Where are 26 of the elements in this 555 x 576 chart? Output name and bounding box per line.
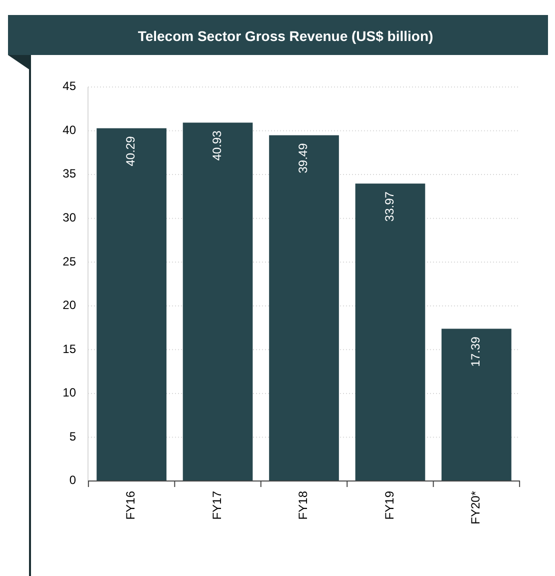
y-tick-label: 5 [69, 429, 76, 444]
bar [182, 122, 253, 481]
bar [442, 328, 512, 481]
chart-title: Telecom Sector Gross Revenue (US$ billion) [138, 28, 434, 44]
data-label: 40.93 [210, 130, 224, 161]
y-tick-label: 0 [69, 473, 76, 488]
y-tick-label: 45 [62, 79, 76, 94]
x-tick-label: FY18 [296, 490, 310, 520]
x-tick-label: FY19 [382, 490, 396, 520]
data-label: 40.29 [124, 136, 138, 166]
y-tick-label: 30 [62, 210, 76, 225]
y-tick-label: 10 [62, 386, 76, 400]
x-tick-label: FY20* [468, 490, 483, 524]
data-label: 33.97 [382, 191, 396, 222]
bar [269, 135, 339, 481]
y-tick-label: 15 [62, 342, 76, 356]
y-tick-label: 25 [62, 254, 76, 268]
bar [355, 184, 426, 481]
x-tick-label: FY17 [210, 490, 224, 520]
data-label: 17.39 [468, 336, 483, 367]
y-tick-label: 40 [62, 122, 76, 137]
data-label: 39.49 [296, 142, 310, 174]
bar [96, 128, 166, 481]
y-tick-label: 20 [62, 298, 76, 312]
x-tick-label: FY16 [124, 490, 138, 520]
y-tick-label: 35 [62, 166, 76, 181]
